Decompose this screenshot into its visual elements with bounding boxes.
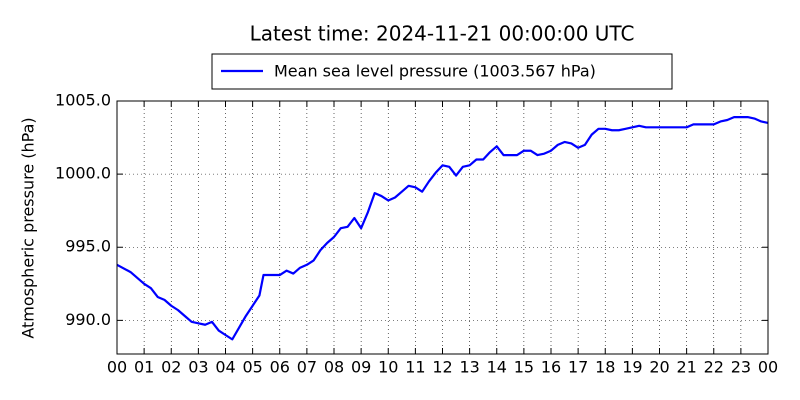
x-tick-label: 23 [731,358,751,377]
y-tick-label: 990.0 [65,310,111,329]
x-tick-label: 11 [405,358,425,377]
x-tick-label: 17 [568,358,588,377]
x-tick-label: 13 [459,358,479,377]
x-tick-label: 16 [541,358,561,377]
x-tick-label: 04 [215,358,235,377]
chart-title: Latest time: 2024-11-21 00:00:00 UTC [250,22,635,46]
x-tick-label: 15 [514,358,534,377]
x-tick-label: 03 [188,358,208,377]
legend-box [211,53,673,90]
x-tick-label: 10 [378,358,398,377]
x-tick-label: 00 [758,358,778,377]
legend-label: Mean sea level pressure (1003.567 hPa) [274,62,596,81]
x-tick-label: 02 [161,358,181,377]
data-line [116,115,769,341]
x-tick-label: 07 [297,358,317,377]
x-tick-label: 12 [432,358,452,377]
x-tick-label: 18 [595,358,615,377]
x-tick-label: 14 [487,358,507,377]
x-tick-label: 22 [704,358,724,377]
x-tick-label: 09 [351,358,371,377]
x-tick-label: 19 [622,358,642,377]
x-tick-label: 20 [649,358,669,377]
x-tick-label: 01 [134,358,154,377]
y-axis-label: Atmospheric pressure (hPa) [19,117,38,338]
x-tick-label: 05 [242,358,262,377]
x-tick-label: 21 [676,358,696,377]
x-tick-label: 06 [270,358,290,377]
plot-frame [116,100,769,355]
y-tick-label: 1000.0 [55,164,111,183]
x-tick-label: 08 [324,358,344,377]
x-tick-label: 00 [107,358,127,377]
y-tick-label: 995.0 [65,237,111,256]
y-tick-label: 1005.0 [55,91,111,110]
